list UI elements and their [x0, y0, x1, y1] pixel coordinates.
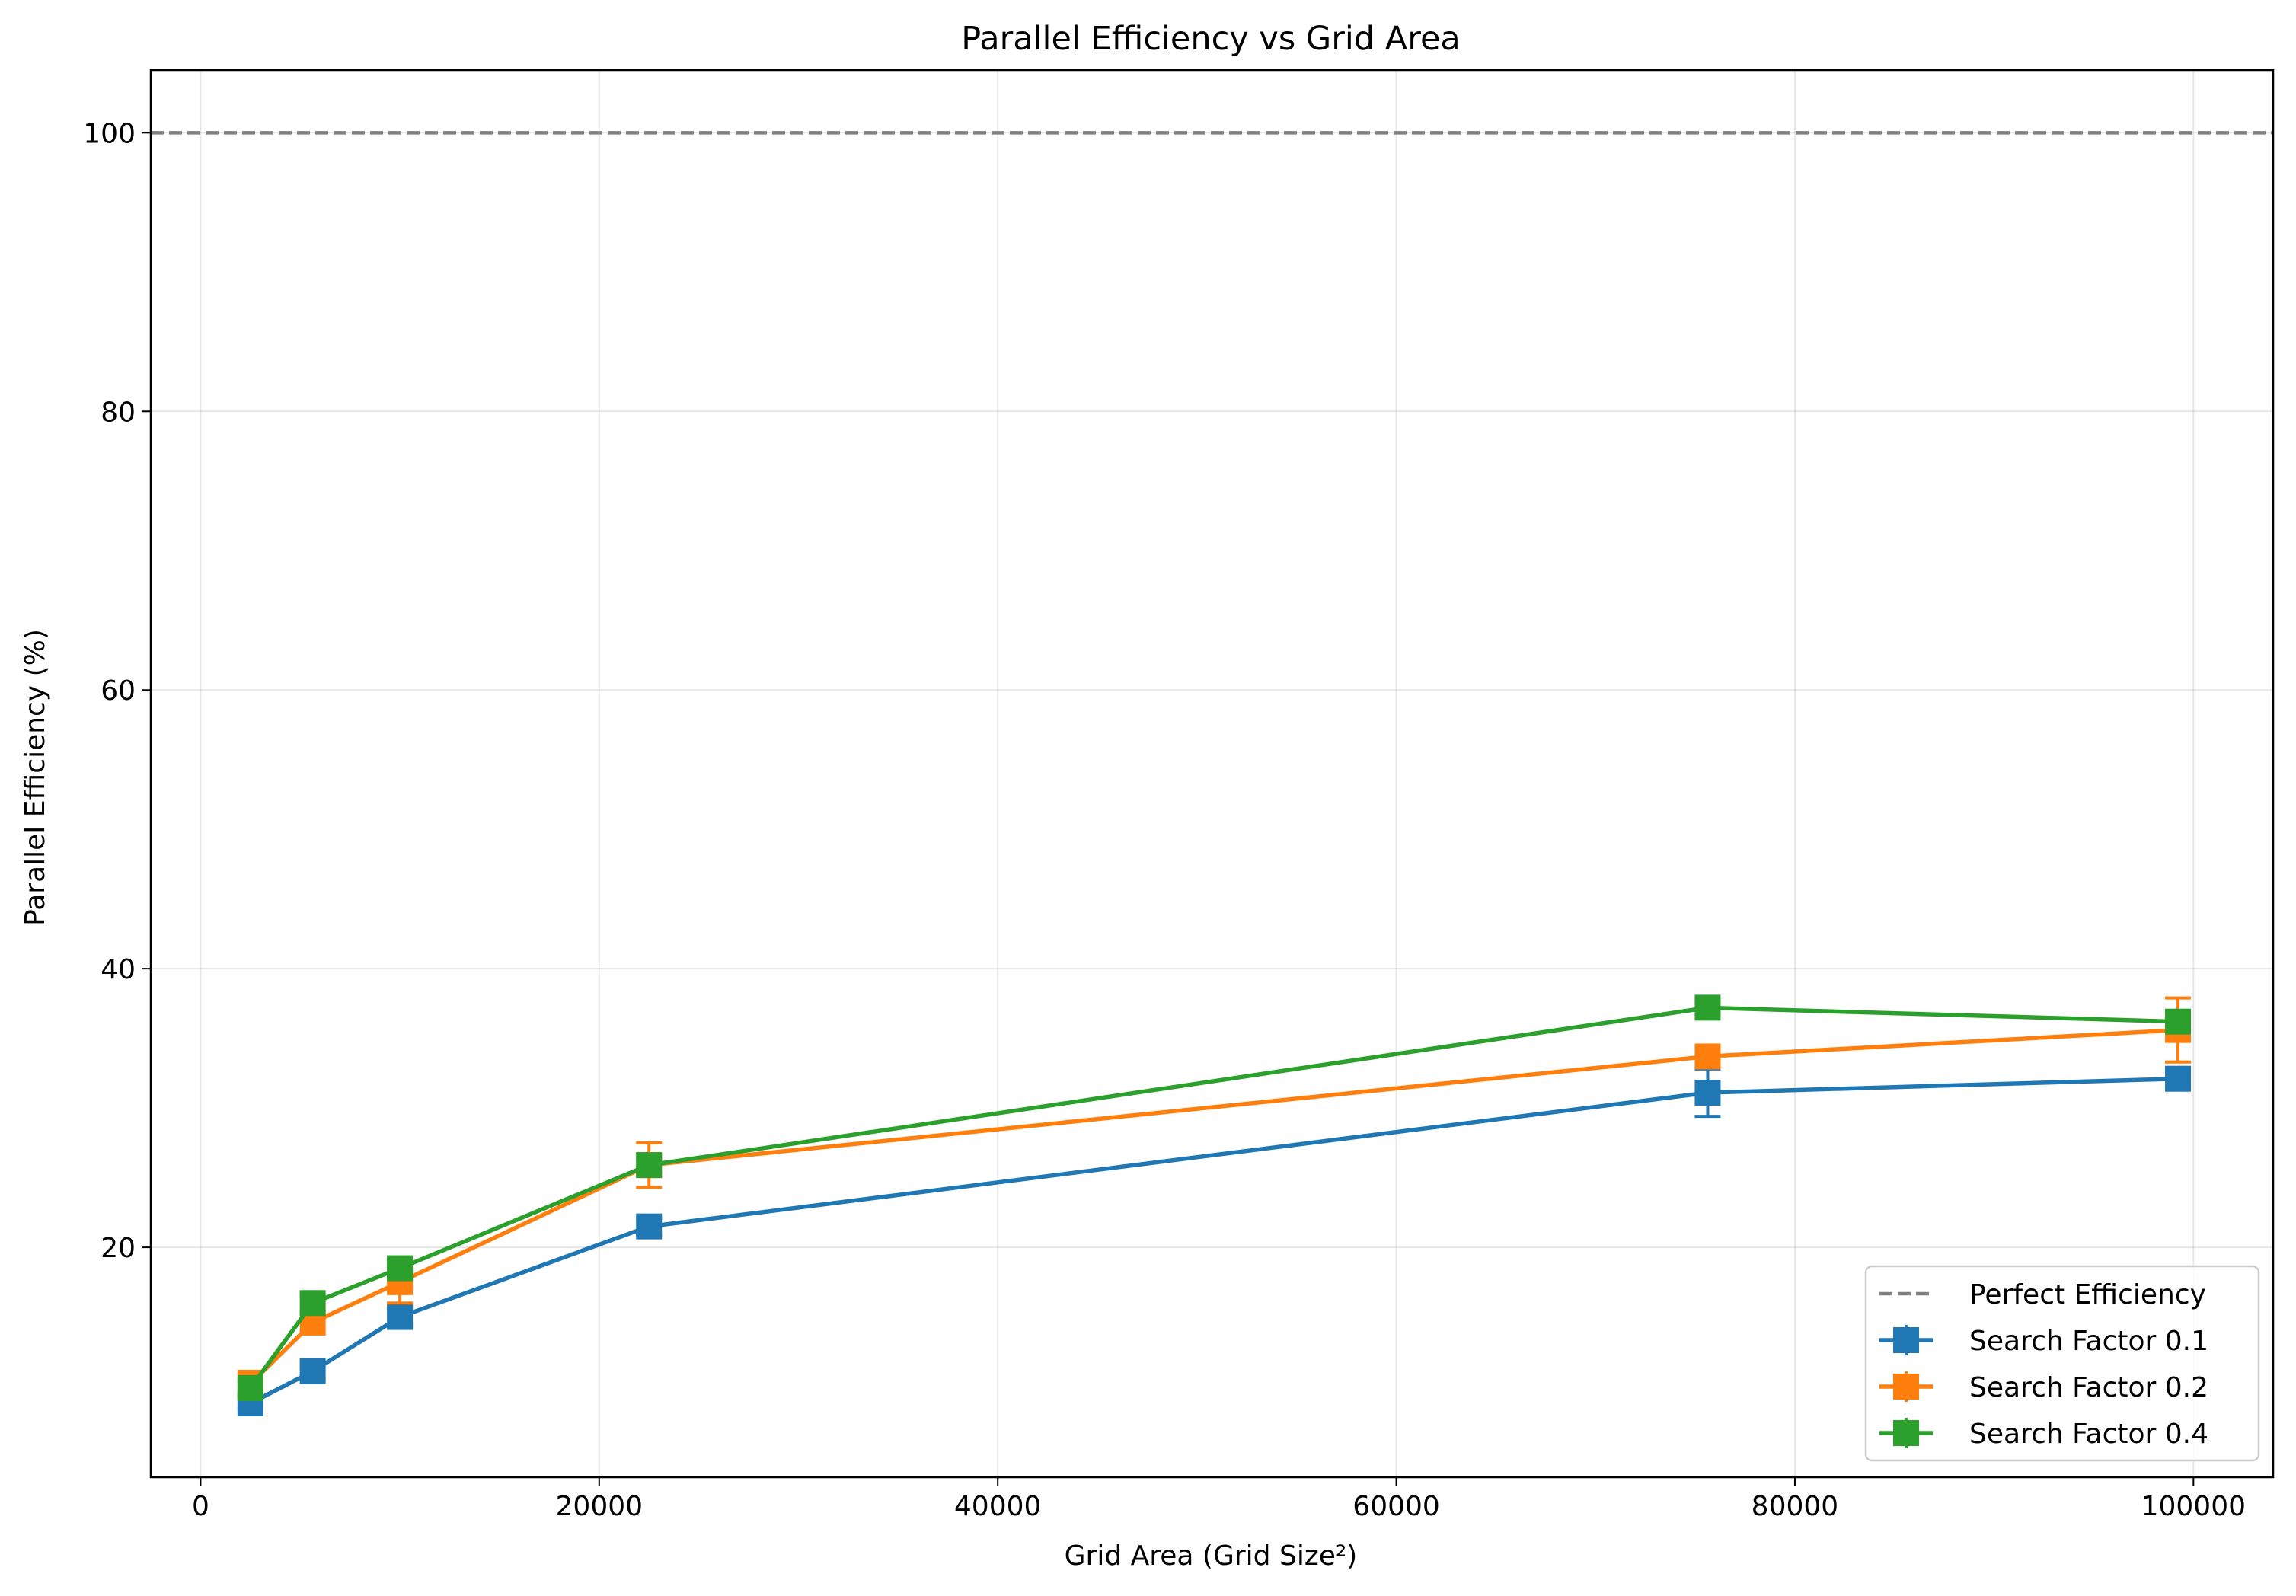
- y-tick-label: 40: [101, 954, 136, 985]
- data-point: [1694, 1043, 1721, 1070]
- x-tick-label: 100000: [2141, 1491, 2246, 1522]
- x-tick-label: 80000: [1752, 1491, 1839, 1522]
- legend-label: Search Factor 0.2: [1969, 1372, 2208, 1403]
- y-tick-label: 20: [101, 1233, 136, 1264]
- legend-item: Search Factor 0.2: [1879, 1371, 2208, 1403]
- data-point: [1694, 994, 1721, 1021]
- x-tick-label: 60000: [1352, 1491, 1440, 1522]
- legend-swatch-marker: [1893, 1420, 1919, 1446]
- data-point: [387, 1255, 414, 1282]
- legend-label: Search Factor 0.1: [1969, 1326, 2208, 1357]
- data-point: [2165, 1008, 2192, 1035]
- legend: Perfect Efficiency Search Factor 0.1 Searc…: [1864, 1265, 2260, 1462]
- legend-frame: [1864, 1265, 2260, 1462]
- data-point: [299, 1290, 326, 1317]
- legend-label: Perfect Efficiency: [1969, 1279, 2206, 1310]
- legend-item: Perfect Efficiency: [1879, 1279, 2206, 1310]
- x-tick-label: 0: [192, 1491, 209, 1522]
- y-tick-label: 100: [83, 118, 136, 149]
- series-layer: [237, 994, 2192, 1417]
- series-line: [248, 1005, 2179, 1390]
- legend-swatch-marker: [1893, 1327, 1919, 1353]
- x-tick-label: 20000: [556, 1491, 643, 1522]
- data-point: [299, 1358, 326, 1384]
- data-point: [636, 1152, 663, 1179]
- chart-title: Parallel Efficiency vs Grid Area: [961, 20, 1461, 58]
- x-axis-label: Grid Area (Grid Size²): [1065, 1540, 1358, 1572]
- series-1: [237, 1065, 2192, 1417]
- legend-label: Search Factor 0.4: [1969, 1419, 2208, 1450]
- data-point: [387, 1304, 414, 1330]
- legend-item: Search Factor 0.4: [1879, 1418, 2208, 1450]
- y-axis-label: Parallel Efficiency (%): [20, 629, 51, 926]
- legend-swatch-marker: [1893, 1374, 1919, 1400]
- data-point: [636, 1213, 663, 1240]
- x-tick-label: 40000: [954, 1491, 1042, 1522]
- series-3: [237, 994, 2192, 1401]
- y-tick-label: 80: [101, 397, 136, 428]
- legend-item: Search Factor 0.1: [1879, 1325, 2208, 1357]
- x-axis-ticks: 0 20000 40000 60000 80000 100000: [192, 1477, 2246, 1522]
- data-point: [237, 1374, 263, 1401]
- plot-frame: [149, 69, 2275, 1479]
- y-tick-label: 60: [101, 675, 136, 707]
- y-axis-ticks: 20 40 60 80 100: [83, 118, 151, 1264]
- data-point: [1694, 1080, 1721, 1106]
- data-point: [2165, 1065, 2192, 1092]
